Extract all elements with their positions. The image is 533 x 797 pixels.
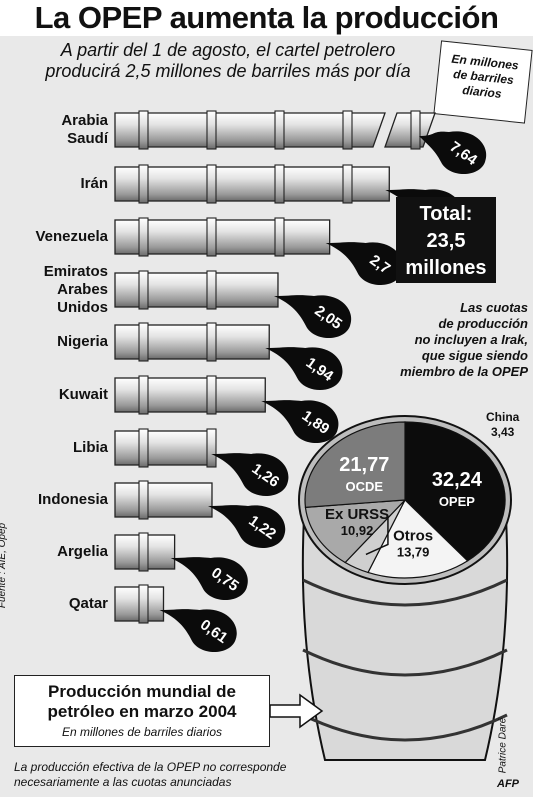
country-label: Arabia Saudí	[61, 112, 108, 147]
afp-logo: AFP	[497, 778, 519, 790]
barrel-hoop	[302, 713, 508, 742]
pipe-joint	[138, 217, 149, 257]
caption-line: Producción mundial de	[48, 682, 236, 701]
note-line: de producción	[438, 316, 528, 331]
pipe-joint	[138, 322, 149, 362]
pipe-joint	[138, 164, 149, 204]
pie-slice-label: 32,24	[432, 469, 483, 491]
pipe-joint	[206, 110, 217, 150]
note-line: que sigue siendo	[421, 348, 528, 363]
pie-caption-subtitle: En millones de barriles diarios	[61, 725, 223, 739]
subtitle: A partir del 1 de agosto, el cartel petr…	[18, 40, 438, 82]
pipe-joint	[138, 375, 149, 415]
oil-drop	[159, 609, 237, 652]
quota-note: Las cuotas de producción no incluyen a I…	[376, 300, 528, 380]
pipe-joint	[206, 428, 217, 468]
pipe-joint	[206, 217, 217, 257]
note-line: miembro de la OPEP	[400, 364, 528, 379]
subtitle-line: A partir del 1 de agosto, el cartel petr…	[60, 40, 396, 60]
country-label: Venezuela	[35, 228, 108, 245]
pie-slice	[304, 421, 406, 508]
oil-drop	[261, 400, 339, 443]
pie-slice	[367, 499, 469, 579]
pie-slice	[304, 499, 407, 564]
oil-drop	[265, 347, 343, 390]
pipe-joint	[138, 584, 149, 624]
oil-drop	[211, 453, 289, 496]
footnote-line: necesariamente a las cuotas anunciadas	[14, 775, 232, 789]
pipe-joint	[342, 164, 353, 204]
total-box: Total: 23,5 millones	[396, 197, 496, 283]
oil-drop	[325, 242, 403, 285]
pipe-joint	[342, 110, 353, 150]
country-label: Indonesia	[37, 491, 108, 508]
note-line: no incluyen a Irak,	[414, 332, 528, 347]
oil-drop	[207, 505, 286, 548]
bar	[114, 112, 386, 148]
pie-slice	[404, 421, 506, 562]
pie-label-value: 3,43	[490, 425, 515, 439]
note-line: Las cuotas	[460, 300, 528, 315]
pie-slice-label: OCDE	[346, 479, 384, 494]
barrel-hoop	[302, 578, 508, 607]
author-credit: Patrice Daré	[497, 717, 509, 774]
source-credit: Fuente : AIE, Opep	[0, 522, 9, 609]
pie-slice-label: Ex URSS	[325, 506, 389, 523]
country-label: Irán	[80, 175, 108, 192]
country-label: Argelia	[57, 543, 108, 560]
bar	[114, 430, 216, 466]
oil-drop	[170, 557, 248, 600]
footnote-line: La producción efectiva de la OPEP no cor…	[14, 760, 287, 774]
pie-label-name: China	[486, 410, 520, 424]
pipe-joint	[138, 428, 149, 468]
country-label: Kuwait	[58, 386, 108, 403]
caption-arrow	[269, 693, 324, 729]
pie-slice-label: 13,79	[397, 544, 430, 559]
page-title: La OPEP aumenta la producción	[0, 0, 533, 36]
total-unit: millones	[405, 257, 487, 279]
bar	[114, 219, 331, 255]
china-label: China 3,43	[486, 410, 519, 440]
pipe-joint	[274, 110, 285, 150]
pipe-joint	[206, 164, 217, 204]
footnote: La producción efectiva de la OPEP no cor…	[14, 760, 374, 790]
pipe-joint	[274, 217, 285, 257]
pie-caption-box: Producción mundial de petróleo en marzo …	[14, 675, 270, 747]
oil-drop	[419, 131, 487, 174]
pipe-joint	[206, 322, 217, 362]
country-label: Nigeria	[57, 333, 108, 350]
pipe-joint	[138, 532, 149, 572]
total-label: Total:	[419, 203, 473, 225]
pipe-joint	[206, 375, 217, 415]
pipe-joint	[138, 110, 149, 150]
pipe-joint	[138, 270, 149, 310]
bar	[114, 482, 213, 518]
pie-slice-label: 10,92	[341, 523, 374, 538]
pipe-joint	[138, 480, 149, 520]
pipe-joint	[410, 110, 421, 150]
pie-leader-line	[365, 516, 389, 556]
total-value: 23,5	[426, 230, 466, 252]
pie-slice-label: OPEP	[439, 494, 475, 509]
country-label: Emiratos Arabes Unidos	[43, 263, 108, 316]
pie-slice-label: 21,77	[339, 454, 389, 476]
pie-caption-title: Producción mundial de petróleo en marzo …	[15, 682, 269, 722]
barrel-hoop	[302, 648, 508, 677]
country-label: Libia	[72, 439, 108, 456]
oil-drop	[273, 295, 352, 338]
country-label: Qatar	[68, 595, 108, 612]
pie-slice-label: Otros	[393, 527, 433, 544]
pipe-joint	[206, 270, 217, 310]
subtitle-line: producirá 2,5 millones de barriles más p…	[45, 61, 411, 81]
caption-line: petróleo en marzo 2004	[47, 702, 237, 721]
pipe-joint	[274, 164, 285, 204]
